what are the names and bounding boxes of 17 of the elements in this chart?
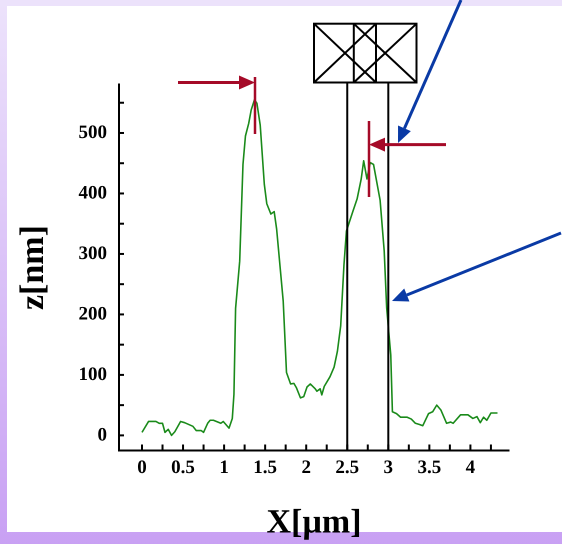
x-tick-label: 2.5 xyxy=(335,456,360,478)
x-tick-label: 3.5 xyxy=(417,456,442,478)
x-tick-label: 3 xyxy=(384,456,394,478)
y-tick-label: 0 xyxy=(98,424,107,446)
x-tick-label: 1 xyxy=(219,456,229,478)
y-tick-label: 500 xyxy=(78,122,107,143)
x-tick-label: 4 xyxy=(466,456,476,478)
x-tick-label: 0 xyxy=(137,456,147,478)
x-tick-label: 1.5 xyxy=(253,456,278,478)
x-tick-label: 2 xyxy=(301,456,311,478)
y-tick-label: 400 xyxy=(78,182,107,204)
y-axis-title: z[nm] xyxy=(14,225,52,310)
y-tick-label: 100 xyxy=(78,364,107,385)
x-tick-label: 0.5 xyxy=(171,456,195,478)
x-axis-title: X[µm] xyxy=(266,503,362,540)
y-tick-label: 300 xyxy=(78,242,107,264)
y-tick-label: 200 xyxy=(78,303,107,324)
